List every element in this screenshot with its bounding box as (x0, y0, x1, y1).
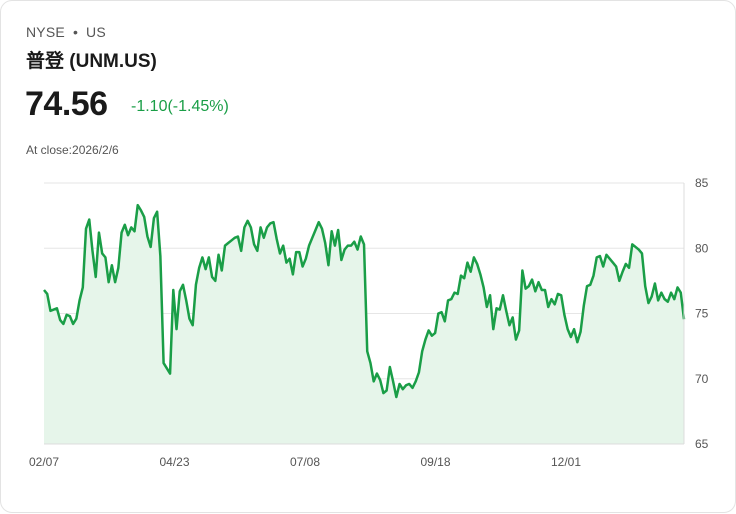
x-tick-label: 02/07 (29, 455, 59, 469)
y-tick-label: 80 (695, 241, 709, 255)
y-tick-label: 70 (695, 372, 709, 386)
x-tick-label: 04/23 (160, 455, 190, 469)
price-change: -1.10(-1.45%) (131, 98, 229, 115)
y-tick-label: 85 (695, 176, 709, 190)
y-tick-label: 75 (695, 307, 709, 321)
y-tick-label: 65 (695, 437, 709, 451)
x-tick-labels: 02/07 04/23 07/08 09/18 12/01 (29, 455, 581, 469)
x-tick-label: 12/01 (551, 455, 581, 469)
price-area-fill (44, 205, 684, 444)
x-tick-label: 07/08 (290, 455, 320, 469)
region-name: US (86, 24, 106, 40)
price-line[interactable] (43, 203, 686, 399)
x-tick-label: 09/18 (421, 455, 451, 469)
separator-dot: • (72, 24, 79, 40)
y-tick-labels: 85 80 75 70 65 (695, 176, 709, 451)
exchange-label: NYSE • US (26, 24, 106, 40)
exchange-name: NYSE (26, 24, 65, 40)
stock-title: 普登 (UNM.US) (26, 51, 157, 72)
close-date: At close:2026/2/6 (26, 143, 119, 157)
current-price: 74.56 (25, 85, 108, 123)
